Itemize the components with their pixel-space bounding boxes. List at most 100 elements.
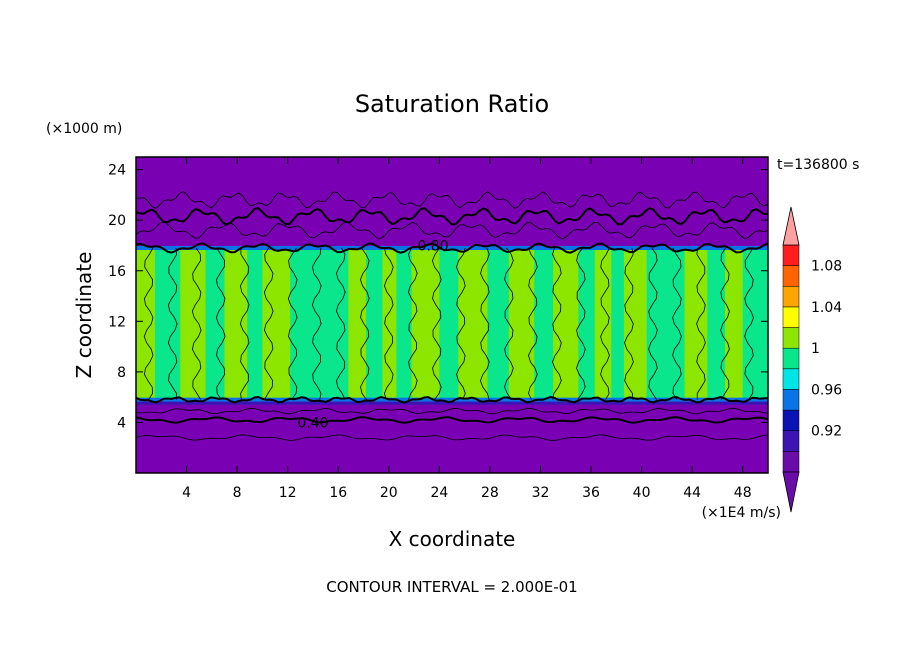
chart-title: Saturation Ratio (355, 90, 549, 118)
time-label: t=136800 s (777, 157, 859, 173)
contour-line (624, 247, 634, 400)
saturation-field (136, 157, 769, 473)
moist-band (411, 248, 440, 400)
moist-band (439, 248, 459, 400)
x-tick-label: 24 (430, 485, 448, 501)
colorbar-label: 0.96 (811, 382, 842, 398)
colorbar-swatch (782, 306, 800, 328)
contour-line (431, 247, 442, 400)
colorbar-swatch (782, 327, 800, 349)
x-axis-ticks: 4 8 12 16 20 24 28 32 36 40 44 48 (182, 157, 752, 501)
contour-line (239, 248, 250, 400)
y-tick-label: 24 (108, 163, 126, 179)
moist-band (553, 248, 579, 400)
contour-line (720, 247, 730, 400)
contour-line (167, 247, 178, 400)
x-tick-label: 40 (633, 485, 651, 501)
contour-line (287, 247, 298, 400)
x-tick-label: 36 (582, 485, 600, 501)
moist-band (742, 248, 769, 400)
contour-line (479, 247, 490, 400)
contour-line (407, 247, 418, 400)
moist-band (302, 248, 349, 400)
y-tick-label: 12 (108, 314, 126, 330)
contour-line (455, 247, 466, 400)
contour-line (528, 247, 538, 400)
x-units-label: (×1E4 m/s) (702, 505, 781, 521)
colorbar-swatch (782, 244, 800, 266)
y-axis-ticks: 4 8 12 16 20 24 (108, 163, 768, 431)
moist-band (534, 248, 554, 400)
contour-line (215, 247, 226, 400)
plot-frame (135, 156, 769, 474)
y-axis-label: Z coordinate (72, 252, 96, 379)
contour-line (135, 434, 769, 441)
plot-area: 0.80 0.40 (135, 156, 769, 474)
contour-line (191, 247, 202, 400)
colorbar-swatch (782, 368, 800, 390)
lower-fringe (136, 397, 768, 402)
colorbar-swatch (782, 347, 800, 370)
contour-line (552, 247, 562, 400)
colorbar-upper-arrow (782, 206, 800, 246)
x-tick-label: 44 (683, 485, 701, 501)
contour-line (696, 247, 706, 400)
colorbar-swatch (782, 265, 800, 287)
moist-band (366, 248, 383, 400)
contour-line (672, 247, 682, 400)
x-tick-label: 48 (734, 485, 752, 501)
moist-band (487, 248, 510, 400)
colorbar: 0.92 0.96 1 1.04 1.08 (782, 206, 842, 513)
contour-line (576, 247, 586, 400)
contour-line (311, 247, 322, 400)
contour-line (744, 247, 754, 400)
contour-line (504, 247, 514, 400)
moist-band (290, 248, 304, 400)
colorbar-swatch (782, 430, 800, 452)
x-tick-label: 8 (233, 485, 242, 501)
x-tick-label: 20 (380, 485, 398, 501)
y-tick-label: 16 (108, 264, 126, 280)
colorbar-swatch (782, 409, 800, 431)
moist-band (224, 248, 248, 400)
y-tick-label: 20 (108, 213, 126, 229)
colorbar-label: 1.08 (811, 259, 842, 275)
y-tick-label: 4 (117, 415, 126, 431)
moist-band (348, 248, 367, 400)
x-tick-label: 28 (481, 485, 499, 501)
contour-line (648, 247, 658, 400)
moist-band (154, 248, 181, 400)
contour-line (135, 191, 769, 209)
moist-band (578, 248, 596, 400)
moist-band (180, 248, 207, 400)
x-tick-label: 32 (532, 485, 550, 501)
contour-label: 0.80 (417, 238, 448, 254)
contour-line (335, 247, 346, 400)
contour-line (135, 206, 768, 226)
moist-band (623, 248, 648, 400)
x-tick-label: 12 (279, 485, 297, 501)
lower-fringe-dark (136, 401, 768, 405)
moist-band (508, 248, 535, 400)
colorbar-swatch (782, 286, 800, 308)
moist-band (247, 248, 263, 400)
x-tick-label: 4 (182, 485, 191, 501)
colorbar-lower-arrow (782, 471, 800, 513)
contour-line (359, 247, 370, 400)
contour-line (600, 247, 610, 400)
contour-line (135, 395, 768, 404)
colorbar-swatch (782, 389, 800, 411)
contour-line (143, 247, 154, 400)
moist-band (396, 248, 413, 400)
moist-band (262, 248, 291, 400)
contour-line (263, 247, 274, 400)
contour-line (135, 221, 769, 240)
moist-band (725, 248, 744, 400)
contour-interval-footer: CONTOUR INTERVAL = 2.000E-01 (326, 578, 577, 596)
moist-band (594, 248, 612, 400)
contour-line (383, 247, 394, 400)
contour-line (135, 416, 769, 424)
colorbar-label: 0.92 (811, 424, 842, 440)
colorbar-swatch (782, 451, 800, 473)
